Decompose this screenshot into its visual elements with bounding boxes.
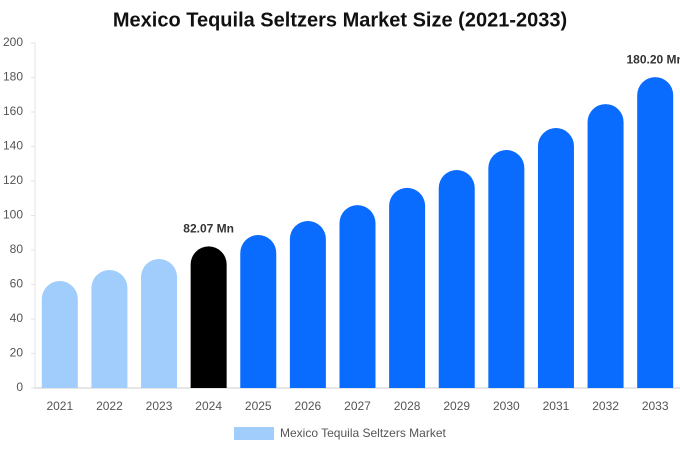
x-tick-label: 2025 [245,399,272,413]
x-tick-label: 2022 [96,399,123,413]
x-tick-label: 2030 [493,399,520,413]
x-tick-label: 2028 [394,399,421,413]
bar [389,187,426,388]
bar [190,246,227,388]
y-tick-label: 20 [10,346,24,360]
y-tick-label: 0 [16,380,23,394]
x-tick-label: 2031 [543,399,570,413]
bar [91,270,128,388]
x-tick-label: 2024 [195,399,222,413]
x-tick-label: 2021 [46,399,73,413]
y-tick-label: 40 [10,311,24,325]
x-tick-label: 2029 [443,399,470,413]
x-tick-label: 2026 [295,399,322,413]
bar [537,128,574,389]
bar [587,104,624,388]
legend-swatch [234,427,274,440]
value-label: 82.07 Mn [183,222,234,236]
bar [240,234,277,388]
x-tick-label: 2023 [146,399,173,413]
bar [141,258,178,388]
x-tick-label: 2033 [642,399,669,413]
y-tick-label: 160 [3,104,23,118]
bar [637,77,674,388]
y-tick-label: 180 [3,70,23,84]
bar [438,169,475,388]
y-tick-label: 140 [3,139,23,153]
y-tick-label: 200 [3,35,23,49]
y-tick-label: 120 [3,173,23,187]
bar [339,205,376,388]
bar [41,281,78,388]
y-tick-label: 100 [3,208,23,222]
bar [289,221,326,388]
bar [488,149,525,388]
x-tick-label: 2027 [344,399,371,413]
x-tick-label: 2032 [592,399,619,413]
value-label: 180.20 Mn [627,52,680,66]
y-tick-label: 80 [10,242,24,256]
chart-title: Mexico Tequila Seltzers Market Size (202… [113,9,567,31]
legend-label: Mexico Tequila Seltzers Market [280,426,447,440]
y-tick-label: 60 [10,277,24,291]
